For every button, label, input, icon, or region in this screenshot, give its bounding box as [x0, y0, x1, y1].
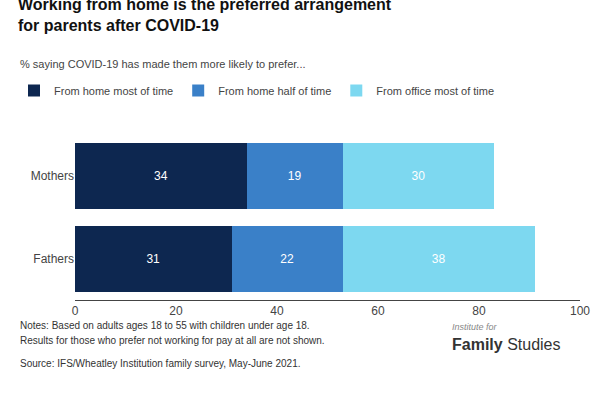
- svg-text:0: 0: [72, 304, 79, 318]
- svg-text:22: 22: [280, 252, 294, 266]
- svg-text:Results for those who prefer n: Results for those who prefer not working…: [20, 335, 325, 346]
- svg-text:From home most of time: From home most of time: [54, 85, 173, 97]
- svg-text:Notes: Based on adults ages 18: Notes: Based on adults ages 18 to 55 wit…: [20, 320, 310, 331]
- svg-text:From home half of time: From home half of time: [218, 85, 331, 97]
- svg-text:31: 31: [146, 252, 160, 266]
- svg-text:60: 60: [371, 304, 385, 318]
- svg-text:19: 19: [288, 169, 302, 183]
- svg-text:30: 30: [412, 169, 426, 183]
- svg-text:Family Studies: Family Studies: [452, 336, 561, 353]
- svg-text:38: 38: [432, 252, 446, 266]
- svg-text:Source: IFS/Wheatley Instituti: Source: IFS/Wheatley Institution family …: [20, 358, 301, 369]
- svg-text:20: 20: [169, 304, 183, 318]
- svg-text:100: 100: [570, 304, 590, 318]
- svg-text:% saying COVID-19 has made the: % saying COVID-19 has made them more lik…: [20, 58, 306, 70]
- svg-text:From office most of time: From office most of time: [376, 85, 494, 97]
- svg-text:34: 34: [154, 169, 168, 183]
- svg-text:40: 40: [270, 304, 284, 318]
- svg-text:80: 80: [472, 304, 486, 318]
- svg-text:Institute for: Institute for: [452, 322, 498, 332]
- svg-text:Working from home is the prefe: Working from home is the preferred arran…: [18, 0, 392, 34]
- svg-text:Fathers: Fathers: [33, 252, 74, 266]
- svg-text:Mothers: Mothers: [31, 169, 74, 183]
